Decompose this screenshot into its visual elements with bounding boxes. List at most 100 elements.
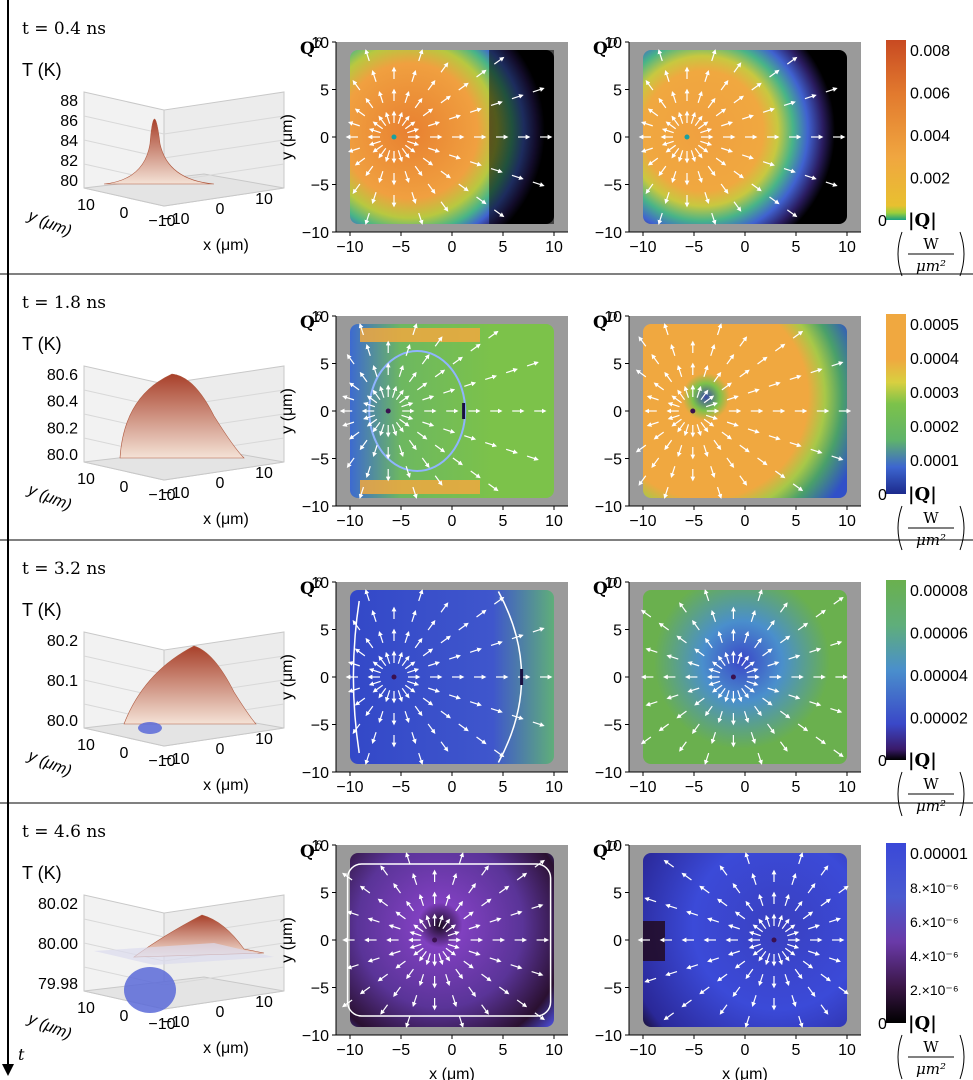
colorbar-tick-label: 0.00008 xyxy=(910,583,968,600)
flux-source-point xyxy=(690,408,696,414)
flux-streamline xyxy=(794,968,803,980)
flux-streamline xyxy=(653,382,665,391)
x-tick-label: 5 xyxy=(792,513,801,530)
flux-streamline xyxy=(644,977,657,983)
flux-streamline xyxy=(422,421,435,427)
flux-streamline xyxy=(704,637,713,649)
flux-streamline xyxy=(758,918,767,930)
flux-streamline xyxy=(783,167,796,174)
flux-streamline xyxy=(442,918,451,930)
flux-streamline xyxy=(647,108,659,117)
flux-streamline xyxy=(717,655,726,667)
flux-streamline xyxy=(510,964,523,970)
surface-ztick: 80.2 xyxy=(47,633,78,650)
flux-streamline xyxy=(645,183,654,194)
surface-ytick: 10 xyxy=(77,737,95,754)
flux-streamline xyxy=(377,973,389,982)
flux-streamline xyxy=(750,731,756,744)
flux-streamline xyxy=(371,191,377,204)
x-tick-label: −5 xyxy=(685,239,703,256)
y-tick-label: −5 xyxy=(604,178,622,195)
flux-streamline xyxy=(645,701,658,707)
flux-streamline xyxy=(658,165,667,177)
x-tick-label: −10 xyxy=(336,779,363,796)
flux-streamline xyxy=(365,344,371,357)
surface-ytick: 0 xyxy=(120,205,129,222)
flux-streamline xyxy=(451,873,458,886)
flux-streamline xyxy=(700,128,713,134)
colorbar-tick-label: 0 xyxy=(878,1016,887,1033)
flux-streamline xyxy=(700,421,709,433)
flux-streamline xyxy=(511,634,524,640)
flux-streamline xyxy=(511,174,524,180)
y-tick-label: −10 xyxy=(595,225,622,242)
unit-paren-left xyxy=(897,771,903,817)
unit-denominator: μm² xyxy=(916,1060,946,1078)
flux-streamline xyxy=(452,356,463,365)
flux-streamline xyxy=(705,402,718,408)
unit-paren-left xyxy=(897,505,903,551)
surface-gridline xyxy=(163,115,285,135)
surface-xtick: 0 xyxy=(216,201,225,218)
flux-streamline xyxy=(703,418,715,427)
flux-streamline xyxy=(828,957,841,963)
y-tick-label: −10 xyxy=(302,1028,329,1045)
flux-streamline xyxy=(700,389,709,401)
flux-panel: −10 −5 0 5 10 10 5 0 −5 −10 Qδ y (μm) x (μm) xyxy=(279,838,568,1080)
flux-streamline xyxy=(447,943,460,949)
colorbar-gradient xyxy=(886,843,906,1023)
time-axis-arrowhead xyxy=(2,1064,14,1076)
y-tick-label: −5 xyxy=(311,981,329,998)
flux-streamline xyxy=(378,655,387,667)
flux-streamline xyxy=(665,144,677,153)
flux-streamline xyxy=(638,336,647,347)
flux-streamline xyxy=(401,147,410,159)
flux-streamline xyxy=(694,648,705,657)
flux-streamline xyxy=(488,330,499,339)
flux-streamline xyxy=(750,610,756,623)
flux-streamline xyxy=(751,873,757,886)
flux-streamline xyxy=(493,56,505,65)
flux-streamline xyxy=(646,395,659,401)
flux-streamline xyxy=(404,711,410,724)
x-tick-label: 10 xyxy=(545,513,563,530)
flux-streamline xyxy=(401,402,414,408)
flux-streamline xyxy=(677,389,686,401)
y-tick-label: −5 xyxy=(604,718,622,735)
flux-streamline xyxy=(663,859,675,868)
flux-streamline xyxy=(838,885,849,894)
flux-streamline xyxy=(372,121,384,130)
flux-streamline xyxy=(792,483,804,492)
flux-streamline xyxy=(828,917,841,923)
flux-streamline xyxy=(354,697,366,706)
y-tick-label: 5 xyxy=(320,623,329,640)
flux-streamline xyxy=(787,931,800,937)
y-tick-label: 0 xyxy=(320,404,329,421)
y-tick-label: 10 xyxy=(604,309,622,326)
flux-streamline xyxy=(359,986,371,995)
flux-streamline xyxy=(666,654,679,660)
flux-streamline xyxy=(671,90,677,103)
flux-streamline xyxy=(733,201,742,212)
flux-streamline xyxy=(358,323,365,336)
flux-streamline xyxy=(777,914,783,927)
flux-streamline xyxy=(408,439,417,451)
flux-streamline xyxy=(368,680,381,686)
flux-streamline xyxy=(493,749,505,758)
x-tick-label: −5 xyxy=(685,779,703,796)
flux-streamline xyxy=(708,668,721,674)
flux-streamline xyxy=(469,647,482,653)
flux-streamline xyxy=(779,741,788,752)
flux-streamline xyxy=(364,589,370,602)
flux-streamline xyxy=(831,361,844,367)
flux-streamline xyxy=(807,986,816,997)
flux-streamline xyxy=(401,414,414,420)
flux-streamline xyxy=(758,974,764,987)
flux-streamline xyxy=(670,344,676,357)
surface-xtick: −10 xyxy=(162,485,189,502)
time-label: t = 1.8 ns xyxy=(22,293,106,313)
x-tick-label: 0 xyxy=(741,1042,750,1059)
y-tick-label: −5 xyxy=(311,718,329,735)
flux-streamline xyxy=(395,960,406,969)
flux-streamline xyxy=(414,705,423,717)
